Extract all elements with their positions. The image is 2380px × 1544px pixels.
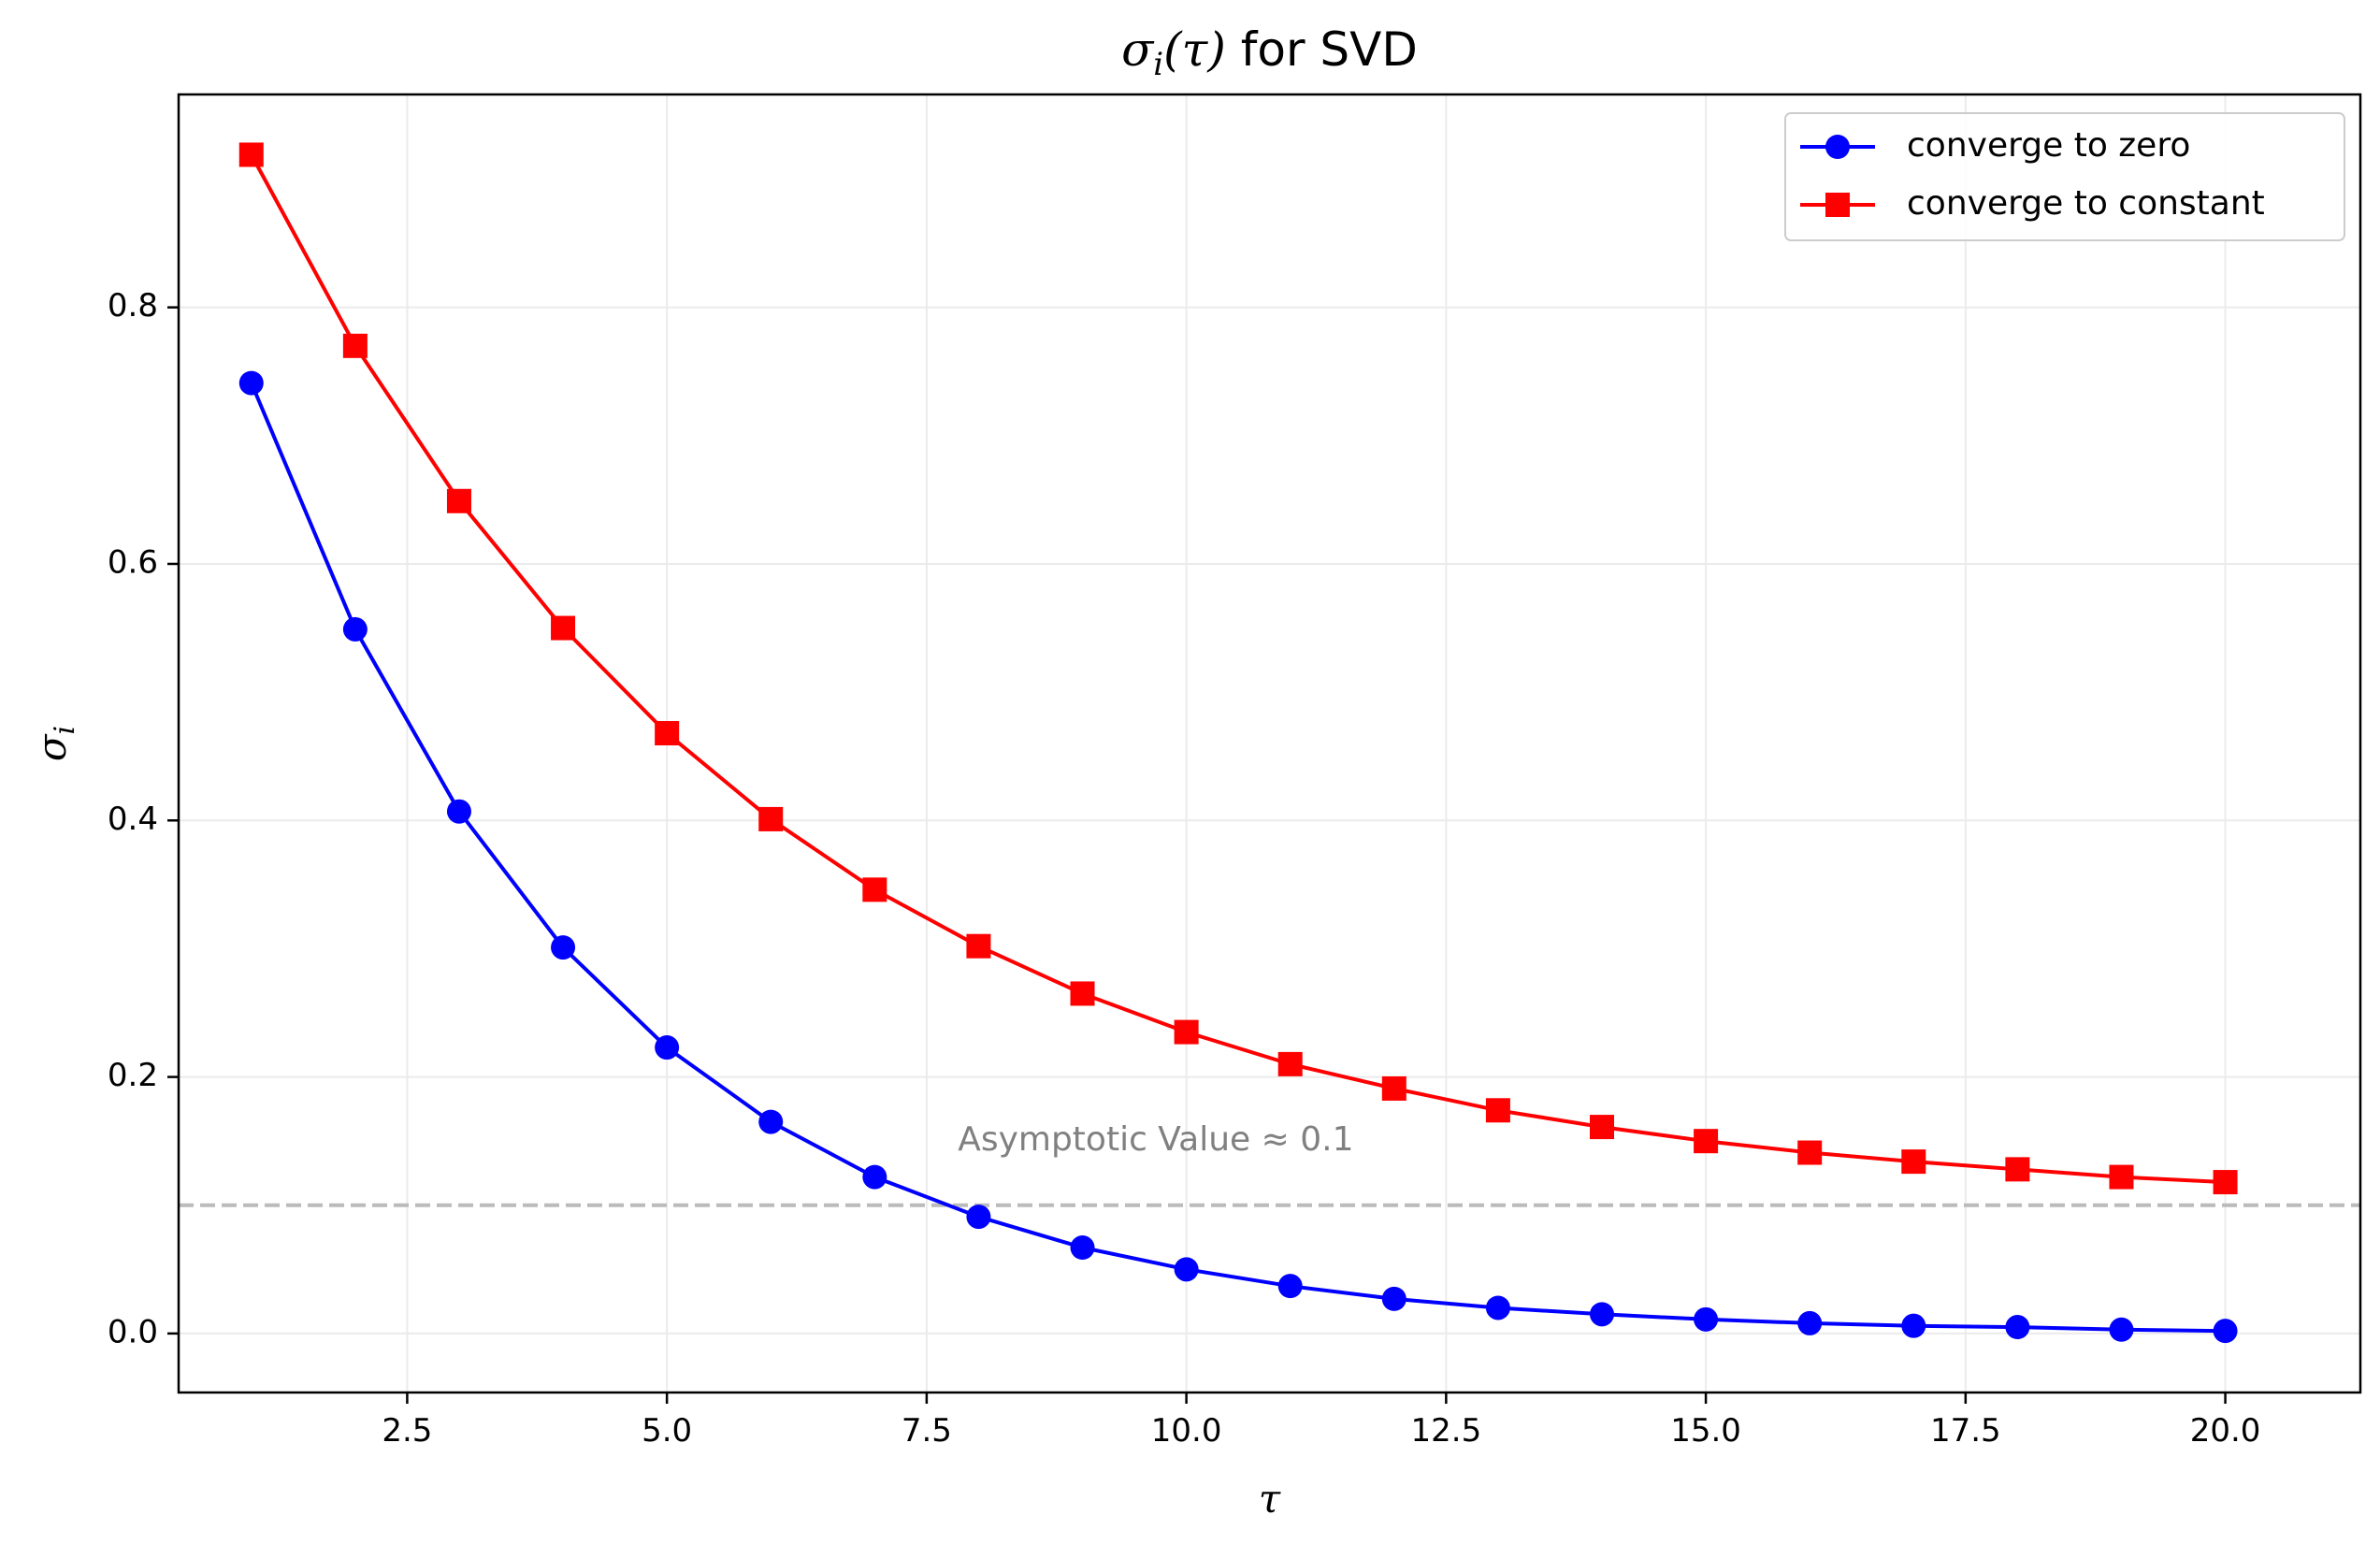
data-point-square (551, 615, 576, 641)
legend-label: converge to zero (1907, 126, 2190, 165)
data-point-circle (1485, 1295, 1510, 1320)
x-tick-label: 2.5 (382, 1412, 432, 1450)
data-point-circle (1590, 1302, 1615, 1327)
data-point-square (1070, 981, 1095, 1006)
legend-item: converge to zero (1800, 126, 2190, 165)
data-point-square (1381, 1075, 1406, 1101)
data-point-circle (862, 1164, 887, 1190)
y-tick-label: 0.0 (108, 1313, 158, 1350)
x-tick-label: 12.5 (1411, 1412, 1482, 1450)
legend-marker-square (1825, 193, 1850, 217)
data-point-square (1174, 1019, 1199, 1045)
data-point-circle (1901, 1313, 1926, 1338)
x-tick-label: 20.0 (2190, 1412, 2261, 1450)
data-point-circle (342, 616, 368, 642)
title-symbol: σ (1121, 22, 1155, 77)
y-axis-label-subscript: i (49, 726, 81, 735)
data-point-square (862, 877, 887, 902)
data-point-circle (446, 799, 471, 824)
legend-item: converge to constant (1800, 184, 2265, 223)
data-point-square (655, 721, 680, 746)
data-point-circle (1174, 1257, 1199, 1282)
data-point-square (342, 333, 368, 358)
data-point-square (238, 142, 264, 167)
y-axis-label-symbol: σ (29, 733, 75, 761)
y-tick-label: 0.4 (108, 801, 158, 838)
data-point-square (1901, 1149, 1926, 1175)
series-line-2 (250, 153, 2226, 1185)
title-argument: (τ) (1163, 22, 1226, 77)
data-point-circle (2213, 1319, 2238, 1344)
data-point-square (446, 488, 471, 513)
series-line-1 (249, 382, 2226, 1334)
data-point-circle (1277, 1274, 1303, 1299)
data-point-circle (758, 1109, 784, 1134)
data-point-circle (551, 935, 576, 960)
data-point-square (966, 933, 991, 959)
y-tick-label: 0.8 (108, 287, 158, 325)
plot-frame (177, 93, 2362, 1394)
data-point-circle (1694, 1306, 1719, 1332)
x-axis-label: τ (1259, 1476, 1281, 1522)
title-subscript: i (1153, 46, 1163, 83)
y-tick-label: 0.6 (108, 543, 158, 581)
data-point-square (1485, 1098, 1510, 1123)
x-tick-label: 5.0 (642, 1412, 692, 1450)
title-suffix: for SVD (1226, 22, 1418, 77)
x-tick-label: 15.0 (1670, 1412, 1741, 1450)
data-point-square (1590, 1115, 1615, 1140)
y-tick-label: 0.2 (108, 1057, 158, 1094)
data-point-circle (966, 1205, 991, 1230)
data-point-square (1277, 1051, 1303, 1076)
data-point-square (2109, 1164, 2134, 1190)
data-point-circle (1381, 1286, 1406, 1311)
y-axis-label: σi (29, 726, 81, 761)
legend-label: converge to constant (1907, 184, 2265, 223)
data-point-circle (238, 370, 264, 396)
data-point-circle (2005, 1315, 2030, 1340)
x-tick-label: 10.0 (1151, 1412, 1222, 1450)
data-point-square (1797, 1140, 1823, 1165)
data-point-square (2005, 1157, 2030, 1182)
asymptote-annotation: Asymptotic Value ≈ 0.1 (958, 1120, 1353, 1159)
data-point-circle (1797, 1310, 1823, 1335)
legend-marker-circle (1825, 135, 1850, 159)
chart-title: σi(τ) for SVD (1121, 22, 1418, 83)
data-point-square (1694, 1129, 1719, 1154)
x-tick-label: 17.5 (1930, 1412, 2001, 1450)
data-point-circle (2109, 1317, 2134, 1342)
data-point-square (2213, 1170, 2238, 1195)
data-point-square (758, 806, 784, 831)
data-point-circle (655, 1035, 680, 1061)
legend-box (1784, 112, 2345, 241)
data-point-circle (1070, 1235, 1095, 1261)
x-tick-label: 7.5 (902, 1412, 952, 1450)
